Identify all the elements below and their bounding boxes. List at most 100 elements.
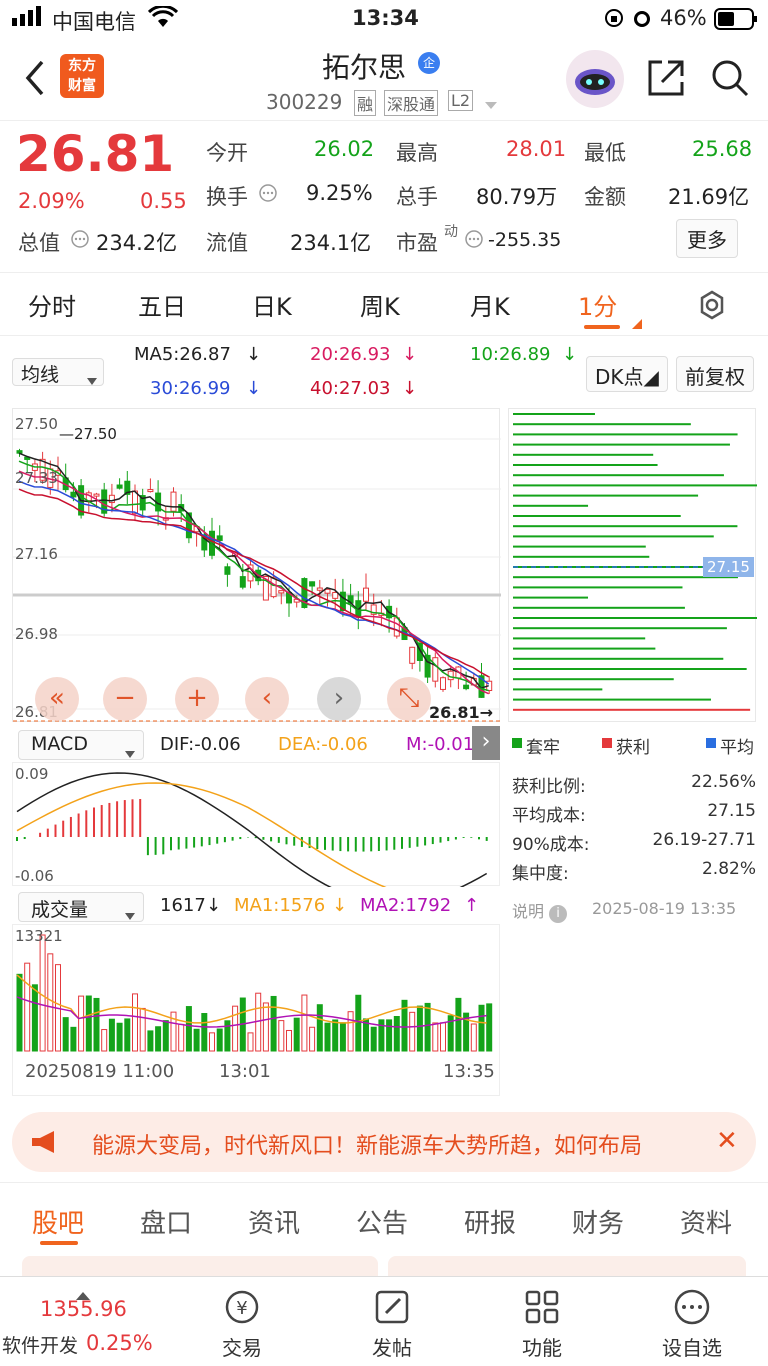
expand-icon[interactable]: ⤡ — [387, 677, 431, 721]
turnover-value: 9.25% — [306, 181, 373, 205]
zoom-out-button[interactable]: − — [103, 677, 147, 721]
candle-body — [101, 489, 108, 514]
info-icon[interactable] — [70, 229, 90, 253]
dropdown-icon — [87, 369, 97, 391]
candle-body — [147, 489, 154, 493]
volume-bar — [278, 1020, 285, 1052]
chip-stat-row: 集中度: 2.82% — [512, 859, 756, 888]
chip-bar — [513, 474, 724, 477]
nav-add-favorite[interactable]: 设自选 — [642, 1287, 742, 1361]
candle-body — [216, 535, 223, 542]
dk-point-button[interactable]: DK点◢ — [586, 356, 668, 392]
tab-research[interactable]: 研报 — [464, 1209, 517, 1239]
nav-post-label: 发帖 — [372, 1336, 412, 1360]
info-icon[interactable] — [464, 229, 484, 253]
carrier-label: 中国电信 — [52, 10, 136, 34]
more-button[interactable]: 更多 — [676, 219, 738, 258]
volume-value: 80.79万 — [476, 185, 558, 209]
macd-select[interactable]: MACD — [18, 730, 144, 760]
indicator-select[interactable]: 均线 — [12, 358, 104, 386]
volume-bar — [147, 1030, 154, 1052]
chip-bar — [513, 596, 589, 599]
avg-cost-tag: 27.15 — [703, 557, 754, 577]
volume-bar — [139, 1007, 146, 1052]
macd-chart: 0.09 -0.06 — [12, 762, 500, 905]
candle-body — [93, 493, 100, 497]
volume-bar — [355, 994, 362, 1052]
candle-body — [463, 684, 470, 690]
back-icon[interactable] — [22, 58, 46, 102]
candle-body — [424, 654, 431, 678]
high-marker: —27.50 — [59, 425, 117, 443]
legend-trapped: 套牢 — [526, 738, 560, 758]
more-dots-icon — [674, 1289, 710, 1325]
search-icon[interactable] — [710, 58, 750, 102]
first-page-button[interactable]: « — [35, 677, 79, 721]
robot-avatar-icon[interactable] — [566, 50, 624, 108]
pe-value: -255.35 — [488, 229, 562, 251]
m-label: M:-0.01 — [406, 734, 475, 755]
volume-bar — [185, 1006, 192, 1052]
tab-orderbook[interactable]: 盘口 — [140, 1209, 193, 1239]
float-value: 234.1亿 — [290, 231, 372, 255]
stock-code: 300229 — [266, 90, 343, 114]
adjust-button[interactable]: 前复权 — [676, 356, 754, 392]
volume-bar — [386, 1019, 393, 1052]
tab-news[interactable]: 资讯 — [248, 1209, 301, 1239]
chip-bar — [513, 586, 683, 589]
tab-5day[interactable]: 五日 — [138, 293, 186, 321]
volume-bar — [486, 1003, 493, 1052]
dea-label: DEA:-0.06 — [278, 734, 368, 755]
tab-profile[interactable]: 资料 — [680, 1209, 733, 1239]
chip-note-link[interactable]: 说明 i — [512, 898, 568, 923]
volume-bar — [470, 1023, 477, 1052]
promo-banner[interactable]: 能源大变局，时代新风口！新能源车大势所趋，如何布局 ✕ — [12, 1112, 756, 1172]
zoom-in-button[interactable]: + — [175, 677, 219, 721]
index-name[interactable]: 软件开发 — [2, 1335, 79, 1357]
last-price: 26.81 — [16, 125, 175, 183]
tab-announcements[interactable]: 公告 — [356, 1209, 409, 1239]
nav-trade[interactable]: ¥ 交易 — [192, 1287, 292, 1361]
volume-bar — [401, 999, 408, 1052]
arrow-down-icon: ↓ — [562, 344, 578, 365]
tab-monthly-k[interactable]: 月K — [470, 293, 510, 321]
volume-bar — [162, 1020, 169, 1052]
candle-body — [416, 642, 423, 661]
svg-text:¥: ¥ — [236, 1298, 247, 1319]
mktcap-label: 总值 — [18, 231, 60, 255]
volume-select[interactable]: 成交量 — [18, 892, 144, 922]
chevron-down-icon[interactable] — [484, 96, 498, 115]
volume-chart: 13321 20250819 11:00 13:01 13:35 — [12, 924, 500, 1096]
battery-icon — [714, 8, 758, 35]
chip-bar — [513, 484, 757, 487]
nav-post[interactable]: 发帖 — [342, 1287, 442, 1361]
wifi-icon — [147, 4, 179, 33]
tab-1min[interactable]: 1分 — [578, 293, 618, 321]
nav-functions-label: 功能 — [522, 1336, 562, 1360]
info-icon[interactable] — [258, 183, 278, 207]
close-icon[interactable]: ✕ — [716, 1126, 738, 1156]
volume-bar — [209, 1032, 215, 1052]
candle-body — [432, 657, 439, 682]
chip-bar — [513, 453, 654, 456]
tab-forum[interactable]: 股吧 — [32, 1209, 85, 1239]
last-marker: 26.81→ — [429, 703, 494, 722]
gear-icon[interactable] — [696, 289, 728, 327]
volume-bar — [108, 1018, 115, 1052]
kline-chart[interactable]: 27.50 27.33 27.16 26.98 26.81 —27.50 26.… — [12, 408, 501, 722]
chip-stat-value: 26.19-27.71 — [652, 830, 756, 850]
index-change[interactable]: 0.25% — [86, 1331, 153, 1355]
tab-daily-k[interactable]: 日K — [252, 293, 292, 321]
volume-bar — [416, 1005, 423, 1052]
tab-weekly-k[interactable]: 周K — [360, 293, 400, 321]
arrow-down-icon: ↓ — [402, 378, 418, 399]
collapse-panel-button[interactable]: › — [472, 726, 500, 760]
tab-finance[interactable]: 财务 — [572, 1209, 625, 1239]
share-icon[interactable] — [646, 58, 686, 102]
candle-body — [108, 494, 115, 504]
tab-intraday[interactable]: 分时 — [28, 293, 76, 321]
prev-button[interactable]: ‹ — [245, 677, 289, 721]
index-value[interactable]: 1355.96 — [40, 1297, 127, 1321]
nav-functions[interactable]: 功能 — [492, 1287, 592, 1361]
next-button[interactable]: › — [317, 677, 361, 721]
